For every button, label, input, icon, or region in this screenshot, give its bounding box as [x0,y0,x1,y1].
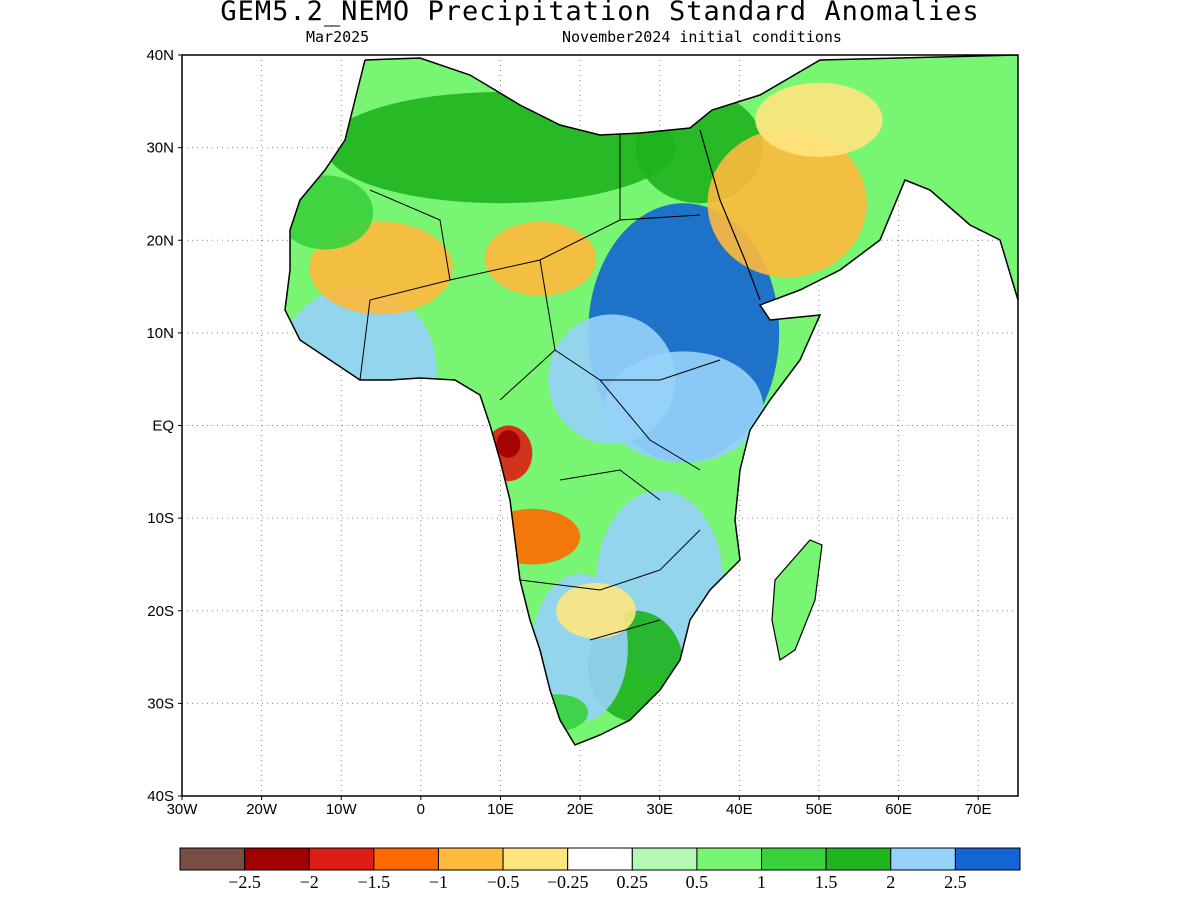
legend-swatch [244,847,310,871]
lon-tick-label: 70E [965,801,992,818]
legend-swatch [502,847,569,871]
lat-tick-label: 40N [146,47,174,64]
legend-label: 1 [757,872,766,892]
axis-labels: 30W 20W 10W 0 10E 20E 30E 40E 50E 60E 70E 40N 30N 20N… [146,47,991,818]
anomaly-region [285,175,374,250]
legend-swatch [437,847,504,871]
red-sea-coast [699,129,761,301]
lon-tick-label: 30W [167,801,199,818]
legend-swatch [567,847,633,871]
anomaly-region [484,508,581,565]
anomaly-region [755,82,883,157]
legend-label: −0.25 [547,872,589,892]
anomaly-region [548,314,676,445]
lat-tick-label: 40S [147,788,174,805]
lat-tick-label: 30S [147,695,174,712]
legend-swatch [825,847,892,871]
anomaly-region [707,129,867,278]
lat-tick-label: 20S [147,603,174,620]
legend-label: 0.25 [617,872,649,892]
legend-swatch [954,847,1021,871]
lon-tick-label: 10E [487,801,514,818]
country-borders [359,135,721,641]
lat-tick-label: 10N [146,325,174,342]
legend-label: 2.5 [944,872,967,892]
legend-label: −0.5 [487,872,520,892]
lon-tick-label: 0 [417,801,425,818]
anomaly-region [556,582,636,639]
legend-label: 0.5 [686,872,709,892]
legend-label: 2 [886,872,895,892]
lon-tick-label: 50E [806,801,833,818]
legend-swatch [761,847,827,871]
legend-swatch [696,847,763,871]
init-conditions-label: November2024 initial conditions [562,28,842,46]
legend-swatch [373,847,439,871]
anomaly-region [524,694,589,732]
lat-tick-label: 30N [146,140,174,157]
anomaly-region [325,92,676,204]
legend-label: −2.5 [228,872,261,892]
lon-tick-label: 40E [726,801,753,818]
legend-swatch [179,847,246,871]
legend-label: −2 [300,872,319,892]
lat-tick-label: 10S [147,510,174,527]
legend-label: −1.5 [358,872,391,892]
lat-tick-label: 20N [146,232,174,249]
legend-label: −1 [429,872,448,892]
legend-swatch [308,847,375,871]
lon-tick-label: 60E [885,801,912,818]
legend-swatch [890,847,956,871]
color-legend: −2.5 −2 −1.5 −1 −0.5 −0.25 0.25 0.5 1 1.5 2 2.5 [179,847,1021,892]
anomaly-region [484,221,597,296]
map-title: GEM5.2_NEMO Precipitation Standard Anoma… [220,0,980,27]
lon-tick-label: 10W [326,801,358,818]
madagascar [771,539,823,661]
legend-label: 1.5 [815,872,838,892]
anomaly-region [496,430,521,458]
lon-tick-label: 30E [646,801,673,818]
lon-tick-label: 20W [246,801,278,818]
lon-tick-label: 20E [567,801,594,818]
coastline [284,55,1018,746]
valid-month-label: Mar2025 [306,28,370,46]
lat-tick-label: EQ [152,418,174,435]
legend-swatch [631,847,698,871]
